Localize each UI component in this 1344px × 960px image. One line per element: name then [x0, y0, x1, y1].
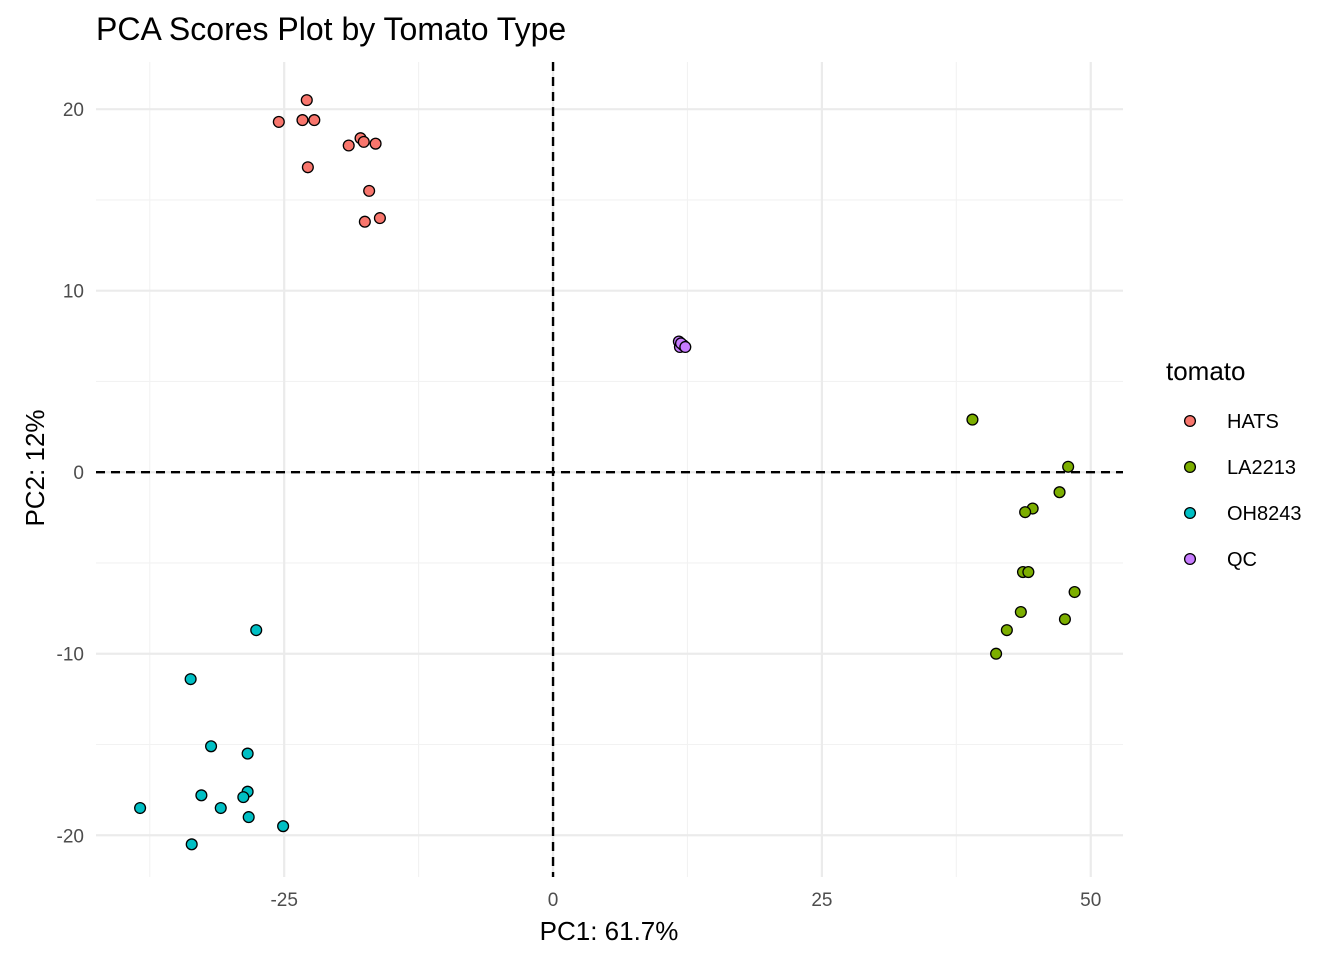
point-la2213 — [990, 647, 1003, 660]
point-oh8243 — [214, 801, 227, 815]
x-axis-title: PC1: 61.7% — [540, 916, 679, 946]
legend-key-hats — [1183, 414, 1197, 428]
data-points — [134, 94, 1081, 851]
legend-key-oh8243 — [1183, 506, 1197, 520]
point-hats — [369, 137, 382, 150]
point-oh8243 — [195, 789, 208, 802]
legend-key-qc — [1183, 552, 1197, 566]
point-hats — [342, 139, 355, 152]
point-oh8243 — [205, 740, 218, 753]
plot-area — [96, 62, 1123, 877]
point-oh8243 — [241, 747, 254, 760]
minor-gridlines — [96, 62, 1123, 877]
y-axis-tick-labels: -20 -10 0 10 20 — [57, 100, 84, 847]
point-oh8243 — [134, 801, 147, 815]
x-tick-label: 25 — [811, 890, 832, 911]
point-qc — [679, 340, 692, 354]
point-la2213 — [966, 413, 979, 426]
point-la2213 — [1062, 460, 1075, 473]
legend-label-la2213: LA2213 — [1227, 457, 1296, 479]
y-tick-label: -20 — [57, 826, 84, 847]
legend-key-la2213 — [1183, 460, 1197, 474]
point-la2213 — [1019, 506, 1032, 519]
legend: tomato HATS LA2213 OH8243 QC — [1166, 356, 1302, 571]
point-oh8243 — [185, 838, 198, 851]
point-oh8243 — [184, 673, 197, 686]
legend-label-qc: QC — [1227, 549, 1257, 571]
point-hats — [357, 135, 370, 148]
point-hats — [301, 161, 314, 174]
point-la2213 — [1014, 605, 1027, 619]
legend-items: HATS LA2213 OH8243 QC — [1183, 411, 1302, 571]
point-hats — [272, 115, 285, 128]
point-hats — [373, 212, 386, 225]
legend-label-oh8243: OH8243 — [1227, 503, 1302, 525]
reference-lines — [96, 62, 1123, 877]
x-tick-label: 50 — [1080, 890, 1101, 911]
point-hats — [300, 94, 313, 107]
point-hats — [308, 114, 321, 127]
y-axis-title: PC2: 12% — [20, 409, 50, 526]
y-tick-label: 0 — [73, 463, 84, 484]
point-la2213 — [1068, 585, 1081, 599]
legend-title: tomato — [1166, 356, 1246, 386]
point-oh8243 — [277, 820, 290, 833]
point-oh8243 — [242, 811, 255, 824]
x-axis-tick-labels: -25 0 25 50 — [270, 890, 1101, 911]
point-oh8243 — [250, 624, 263, 637]
point-hats — [358, 215, 371, 228]
point-hats — [296, 114, 309, 127]
point-la2213 — [1022, 566, 1035, 579]
y-tick-label: -10 — [57, 645, 84, 666]
x-tick-label: -25 — [270, 890, 297, 911]
point-la2213 — [1058, 613, 1071, 626]
x-tick-label: 0 — [548, 890, 559, 911]
point-oh8243 — [237, 791, 250, 804]
legend-label-hats: HATS — [1227, 411, 1279, 433]
y-tick-label: 10 — [63, 282, 84, 303]
point-hats — [363, 184, 376, 197]
point-la2213 — [1000, 624, 1013, 637]
y-tick-label: 20 — [63, 100, 84, 121]
chart-title: PCA Scores Plot by Tomato Type — [96, 11, 566, 47]
point-la2213 — [1053, 486, 1066, 499]
